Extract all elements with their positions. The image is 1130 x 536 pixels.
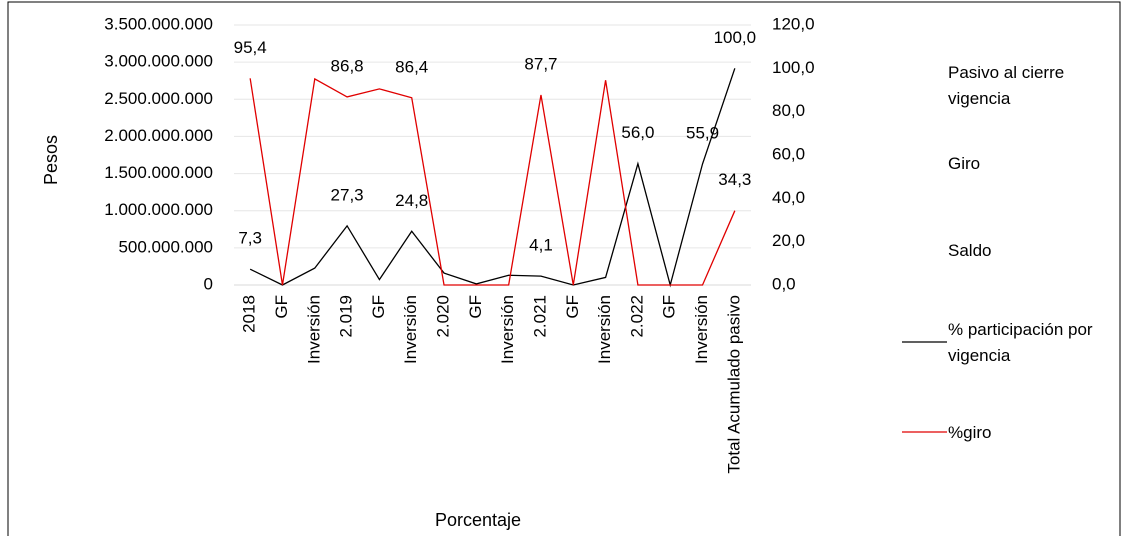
x-tick-label: GF bbox=[466, 295, 485, 319]
x-tick-label: 2.021 bbox=[530, 295, 549, 338]
legend-label: Pasivo al cierre vigencia bbox=[948, 63, 1065, 108]
legend-entry: % participación por vigencia bbox=[948, 320, 1093, 365]
chart-frame bbox=[7, 1, 1121, 536]
data-label: 95,4 bbox=[234, 38, 267, 57]
data-label: 86,8 bbox=[331, 56, 364, 75]
data-label: 87,7 bbox=[524, 54, 557, 73]
y-tick-label: 1.000.000.000 bbox=[104, 200, 213, 219]
legend-label: %giro bbox=[948, 423, 992, 442]
x-tick-label: 2.019 bbox=[337, 295, 356, 338]
series-line bbox=[249, 77, 736, 286]
y2-tick-label: 120,0 bbox=[772, 14, 815, 33]
legend-entry: Pasivo al cierre vigencia bbox=[948, 63, 1065, 108]
x-tick-label: Inversión bbox=[595, 295, 614, 364]
y-tick-label: 2.500.000.000 bbox=[104, 89, 213, 108]
y2-tick-label: 60,0 bbox=[772, 144, 805, 163]
data-label: 7,3 bbox=[238, 229, 262, 248]
x-tick-label: 2.020 bbox=[434, 295, 453, 338]
y-tick-label: 3.000.000.000 bbox=[104, 52, 213, 71]
legend-label: Giro bbox=[948, 154, 981, 173]
data-label: 86,4 bbox=[395, 57, 428, 76]
legend-entry: Giro bbox=[948, 154, 981, 173]
data-label: 27,3 bbox=[331, 185, 364, 204]
series-line bbox=[249, 68, 736, 288]
x-tick-label: GF bbox=[369, 295, 388, 319]
y-tick-label: 3.500.000.000 bbox=[104, 14, 213, 33]
y-tick-label: 500.000.000 bbox=[118, 237, 213, 256]
data-label: 34,3 bbox=[718, 170, 751, 189]
y2-tick-label: 80,0 bbox=[772, 101, 805, 120]
x-tick-label: GF bbox=[563, 295, 582, 319]
y2-tick-label: 0,0 bbox=[772, 274, 796, 293]
y-tick-label: 1.500.000.000 bbox=[104, 163, 213, 182]
x-tick-label: Inversión bbox=[304, 295, 323, 364]
x-tick-label: Inversión bbox=[692, 295, 711, 364]
y2-tick-label: 20,0 bbox=[772, 231, 805, 250]
x-tick-label: Inversión bbox=[498, 295, 517, 364]
x-tick-label: Inversión bbox=[401, 295, 420, 364]
x-tick-label: 2.022 bbox=[627, 295, 646, 338]
y-tick-label: 0 bbox=[204, 274, 213, 293]
y-tick-label: 2.000.000.000 bbox=[104, 126, 213, 145]
legend-label: Saldo bbox=[948, 241, 992, 260]
legend-entry: Saldo bbox=[948, 241, 992, 260]
x-tick-label: Total Acumulado pasivo bbox=[724, 295, 743, 474]
x-tick-label: 2018 bbox=[240, 295, 259, 333]
data-label: 100,0 bbox=[714, 28, 757, 47]
x-tick-label: GF bbox=[272, 295, 291, 319]
x-tick-label: GF bbox=[660, 295, 679, 319]
data-label: 4,1 bbox=[529, 236, 553, 255]
data-label: 24,8 bbox=[395, 191, 428, 210]
legend-label: % participación por vigencia bbox=[948, 320, 1093, 365]
x-axis-title: Porcentaje bbox=[435, 510, 521, 530]
data-label: 55,9 bbox=[686, 123, 719, 142]
y2-tick-label: 40,0 bbox=[772, 188, 805, 207]
y-axis-title: Pesos bbox=[41, 135, 61, 185]
data-label: 56,0 bbox=[621, 123, 654, 142]
legend-entry: %giro bbox=[948, 423, 992, 442]
y2-tick-label: 100,0 bbox=[772, 58, 815, 77]
